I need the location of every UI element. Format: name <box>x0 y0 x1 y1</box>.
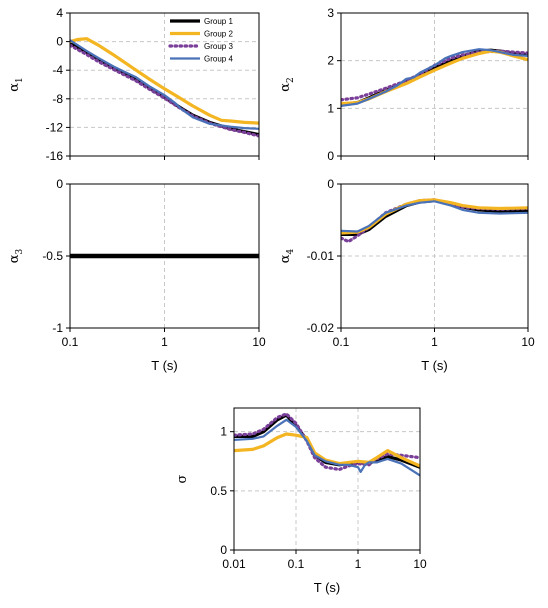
legend-label: Group 2 <box>204 30 233 39</box>
y-axis-label: σ <box>175 474 190 483</box>
y-axis-label-subscript: 4 <box>286 248 296 254</box>
x-tick-label: 1 <box>161 335 168 349</box>
y-tick-label: -12 <box>46 120 64 134</box>
y-tick-label: -4 <box>52 63 63 77</box>
x-tick-label: 1 <box>431 335 438 349</box>
y-axis-label-subscript: 3 <box>15 248 25 254</box>
legend-label: Group 4 <box>204 55 233 64</box>
legend: Group 1 Group 2 Group 3 Group 4 <box>168 17 233 64</box>
x-axis-label: T (s) <box>314 580 340 595</box>
series-line-group-2 <box>341 198 528 235</box>
y-tick-label: 0.5 <box>210 484 227 498</box>
x-tick-label: 10 <box>521 335 535 349</box>
y-tick-label: 0 <box>327 177 334 191</box>
y-tick-label: 0 <box>56 177 63 191</box>
chart-a3: 0 -0.5 -10.1 1 10 T (s) α3 <box>7 177 266 373</box>
y-tick-label: 1 <box>327 101 334 115</box>
y-tick-label: -0.5 <box>42 249 63 263</box>
y-axis-label-symbol: α <box>278 254 293 263</box>
x-tick-label: 0.1 <box>62 335 79 349</box>
y-axis-label: α2 <box>278 77 296 92</box>
y-axis-label: α3 <box>7 248 25 263</box>
x-tick-label: 1 <box>355 557 362 571</box>
chart-a4: 0 -0.01 -0.020.1 1 10 T (s) α4 <box>278 177 535 373</box>
series-line-group-3 <box>70 43 259 138</box>
y-axis-label: α1 <box>7 77 25 92</box>
y-axis-label-symbol: α <box>7 83 22 92</box>
chart-a1: 4 0 -4 -8 -12 -16 α1 <box>7 6 260 163</box>
y-axis-label-symbol: σ <box>175 474 190 483</box>
y-tick-label: 0 <box>220 543 227 557</box>
y-axis-label: α4 <box>278 248 296 263</box>
y-tick-label: 4 <box>56 6 63 20</box>
y-tick-label: -8 <box>52 92 63 106</box>
x-axis-label: T (s) <box>421 358 447 373</box>
series-line-group-2 <box>70 37 259 125</box>
y-tick-label: 0 <box>56 35 63 49</box>
x-tick-label: 10 <box>413 557 427 571</box>
x-axis-label: T (s) <box>151 358 177 373</box>
x-tick-label: 0.01 <box>222 557 246 571</box>
legend-label: Group 1 <box>204 17 233 26</box>
y-axis-label-subscript: 2 <box>286 77 296 83</box>
y-tick-label: 3 <box>327 6 334 20</box>
x-tick-label: 0.1 <box>288 557 305 571</box>
y-tick-label: 0 <box>327 149 334 163</box>
y-tick-label: -1 <box>52 321 63 335</box>
plot-frame <box>233 407 421 551</box>
series-line-group-4 <box>234 418 420 477</box>
y-axis-label-symbol: α <box>278 83 293 92</box>
series-line-group-3 <box>234 412 420 472</box>
y-tick-label: -0.01 <box>307 249 335 263</box>
series-line-group-4 <box>341 48 528 107</box>
legend-label: Group 3 <box>204 42 233 51</box>
y-tick-label: -0.02 <box>307 321 335 335</box>
y-axis-label-subscript: 1 <box>15 77 25 83</box>
y-tick-label: 2 <box>327 54 334 68</box>
series-line-group-4 <box>70 39 259 130</box>
y-tick-label: -16 <box>46 149 64 163</box>
series-line-group-4 <box>341 200 528 233</box>
y-axis-label-symbol: α <box>7 254 22 263</box>
chart-sigma: 0 0.5 1 0.01 0.1 1 10 T (s) σ <box>175 407 427 595</box>
x-tick-label: 10 <box>252 335 266 349</box>
y-tick-label: 1 <box>220 425 227 439</box>
x-tick-label: 0.1 <box>333 335 350 349</box>
